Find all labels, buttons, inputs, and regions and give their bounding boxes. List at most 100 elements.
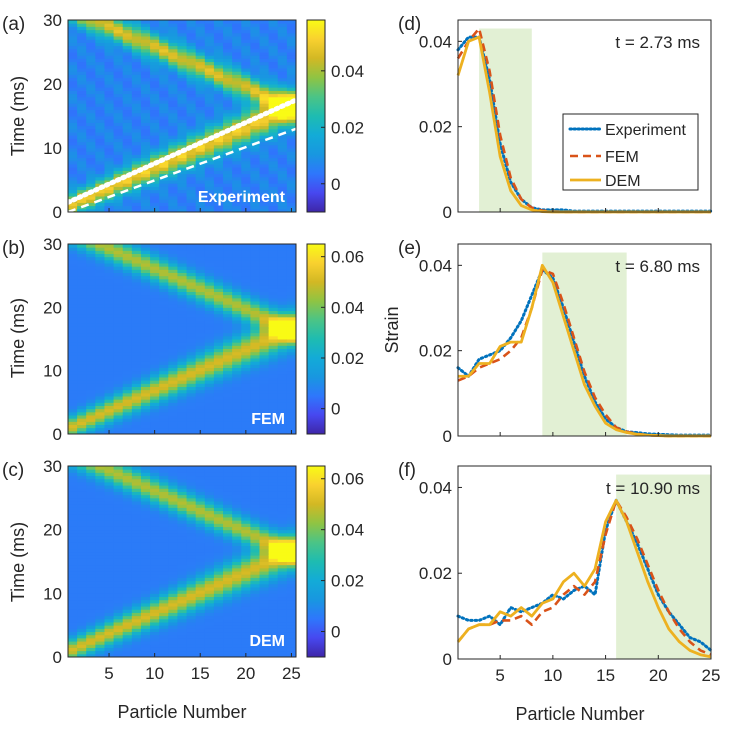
heat-cell — [204, 55, 215, 59]
heat-cell — [223, 424, 233, 429]
heat-cell — [168, 176, 178, 181]
heat-cell — [168, 555, 178, 559]
heat-cell — [241, 351, 251, 356]
heat-cell — [204, 96, 215, 101]
heat-cell — [232, 561, 242, 566]
heat-cell — [68, 45, 78, 50]
heat-cell — [259, 351, 270, 356]
heat-cell — [286, 167, 297, 171]
heat-cell — [113, 653, 124, 658]
heat-cell — [268, 160, 279, 165]
heat-cell — [86, 488, 96, 492]
xtick-label: 10 — [543, 666, 562, 685]
heat-cell — [122, 80, 133, 85]
heat-cell — [204, 297, 215, 302]
heat-cell — [159, 551, 169, 556]
heat-cell — [268, 641, 279, 645]
heat-cell — [150, 602, 160, 607]
heat-cell — [286, 427, 297, 432]
heat-cell — [241, 157, 251, 162]
heat-cell — [223, 542, 233, 547]
heat-cell — [195, 250, 206, 254]
heat-cell — [168, 596, 178, 601]
heat-cell — [131, 151, 142, 155]
heat-cell — [140, 253, 151, 258]
heat-cell — [168, 402, 178, 406]
heat-cell — [86, 520, 96, 524]
heat-cell — [68, 202, 78, 207]
heat-cell — [195, 20, 206, 24]
heat-cell — [159, 202, 169, 207]
heat-cell — [140, 612, 151, 617]
heat-cell — [241, 370, 251, 375]
heat-cell — [86, 100, 96, 104]
heat-cell — [113, 408, 124, 413]
heat-cell — [186, 173, 197, 178]
heat-cell — [122, 558, 133, 562]
heat-cell — [223, 64, 233, 69]
heat-cell — [195, 507, 206, 512]
heat-cell — [241, 68, 251, 72]
heat-cell — [250, 304, 261, 308]
heat-cell — [277, 555, 288, 559]
heat-cell — [277, 501, 288, 505]
heat-cell — [68, 577, 78, 582]
heat-cell — [195, 205, 206, 210]
heat-cell — [122, 170, 133, 175]
heat-cell — [213, 42, 224, 47]
heat-cell — [213, 342, 224, 346]
heat-cell — [131, 100, 142, 104]
heat-cell — [259, 141, 270, 146]
heat-cell — [68, 555, 78, 559]
heat-cell — [259, 164, 270, 168]
heat-cell — [159, 26, 169, 31]
heat-cell — [204, 653, 215, 658]
heat-cell — [77, 551, 87, 556]
heat-cell — [95, 396, 105, 400]
heat-cell — [86, 504, 96, 508]
heat-cell — [168, 364, 178, 368]
heat-cell — [131, 361, 142, 365]
heat-cell — [232, 157, 242, 162]
heat-cell — [286, 335, 297, 340]
heat-cell — [150, 634, 160, 639]
heat-cell — [86, 250, 96, 254]
heat-cell — [159, 52, 169, 56]
heat-cell — [122, 574, 133, 578]
heat-cell — [131, 259, 142, 264]
heat-cell — [195, 68, 206, 72]
heat-cell — [186, 354, 197, 359]
heat-cell — [95, 192, 105, 197]
heat-cell — [259, 370, 270, 375]
legend-label-dem: DEM — [605, 173, 641, 190]
heat-cell — [213, 488, 224, 492]
heat-cell — [95, 561, 105, 566]
heat-cell — [286, 180, 297, 184]
heat-cell — [241, 266, 251, 270]
heat-cell — [131, 377, 142, 381]
heat-cell — [95, 332, 105, 337]
heat-cell — [159, 125, 169, 130]
heat-cell — [77, 335, 87, 340]
heat-cell — [241, 247, 251, 251]
heat-cell — [68, 497, 78, 502]
heat-cell — [140, 68, 151, 72]
heat-cell — [232, 481, 242, 486]
heat-cell — [213, 392, 224, 397]
heat-cell — [250, 199, 261, 203]
heat-cell — [277, 485, 288, 489]
heat-cell — [86, 285, 96, 289]
heat-cell — [277, 615, 288, 620]
heat-cell — [195, 103, 206, 107]
heat-cell — [68, 488, 78, 492]
heat-cell — [86, 106, 96, 111]
heat-cell — [68, 606, 78, 610]
heat-cell — [277, 641, 288, 645]
heat-cell — [286, 288, 297, 292]
heat-cell — [150, 52, 160, 56]
heat-cell — [159, 415, 169, 419]
heat-cell — [177, 430, 188, 435]
heat-cell — [268, 173, 279, 178]
heat-cell — [241, 26, 251, 31]
heat-cell — [77, 364, 87, 368]
